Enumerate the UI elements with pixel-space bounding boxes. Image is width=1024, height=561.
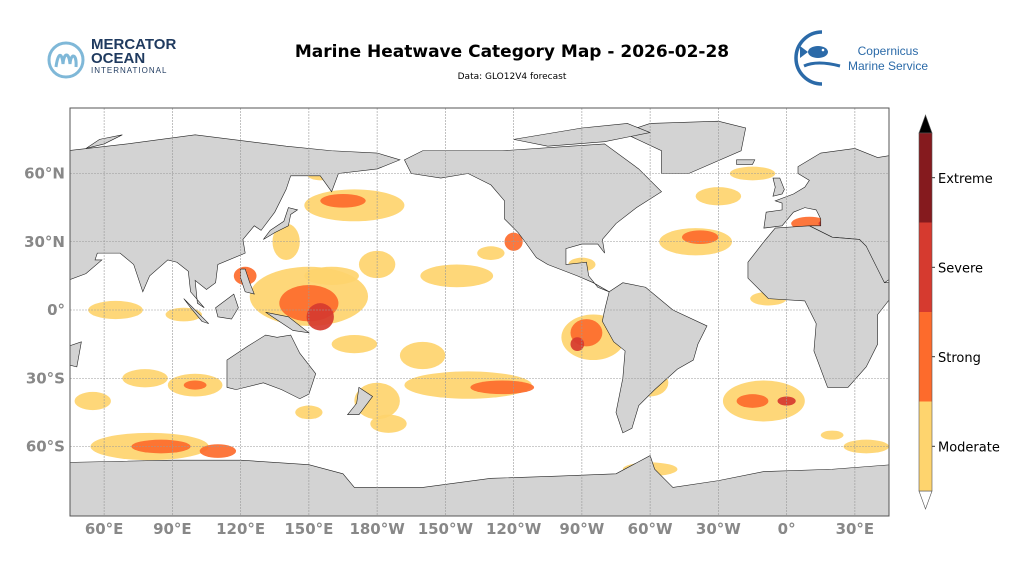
lat-tick-label: 60°N (24, 165, 65, 183)
lon-tick-label: 30°W (696, 520, 741, 538)
lon-tick-label: 90°E (153, 520, 192, 538)
mercator-m-icon (47, 41, 85, 79)
heatwave-patch-strong (681, 230, 719, 245)
mercator-ocean-logo: MERCATOR OCEAN INTERNATIONAL (46, 36, 196, 83)
colorbar-label: Extreme (938, 172, 993, 187)
heatwave-patch-moderate (820, 430, 844, 440)
colorbar-label: Strong (938, 351, 981, 366)
heatwave-patch-strong (183, 380, 207, 390)
land-iceland (736, 159, 756, 165)
lon-tick-label: 60°E (85, 520, 124, 538)
lat-tick-label: 30°N (24, 233, 65, 251)
copernicus-logo: Copernicus Marine Service (792, 30, 942, 86)
heatwave-patch-moderate (477, 246, 505, 260)
land-africa (747, 225, 889, 388)
heatwave-patch-severe (306, 303, 334, 331)
land-layer (70, 120, 889, 516)
land-newguinea (265, 311, 310, 334)
mercator-line1: MERCATOR (91, 36, 177, 53)
heatwave-patch-strong (199, 444, 237, 458)
copernicus-line2: Marine Service (847, 59, 929, 73)
heatwave-patch-strong (470, 380, 535, 395)
heatwave-patch-moderate (370, 414, 407, 433)
lat-tick-label: 30°S (26, 369, 65, 387)
lat-tick-label: 0° (47, 301, 65, 319)
land-antarctica (70, 455, 889, 516)
gridlines (70, 108, 889, 516)
heatwave-patch-strong (736, 394, 769, 408)
heatwave-patch-moderate (74, 391, 111, 411)
lon-tick-label: 150°W (418, 520, 474, 538)
colorbar-extend-min (918, 490, 933, 510)
land-samerica (602, 282, 708, 434)
colorbar-outline (918, 132, 933, 492)
colorbar-extend-max (918, 114, 933, 134)
heatwave-patch-moderate (165, 307, 202, 322)
lon-tick-label: 90°W (559, 520, 604, 538)
map-frame (69, 107, 890, 517)
land-europe (763, 148, 889, 284)
lon-tick-label: 150°E (284, 520, 333, 538)
lon-tick-label: 120°E (216, 520, 265, 538)
fish-icon (794, 30, 841, 86)
land-philippines (240, 268, 255, 295)
land-nz (346, 386, 374, 415)
copernicus-line1: Copernicus (857, 44, 919, 58)
land-sumatra (183, 298, 209, 324)
land-madagascar (70, 341, 82, 368)
heatwave-patch-moderate (331, 335, 378, 354)
heatwave-patch-moderate (420, 264, 494, 288)
colorbar-swatch-strong (919, 312, 932, 402)
heatwave-patch-moderate (399, 341, 446, 370)
lon-tick-label: 0° (778, 520, 796, 538)
mercator-line3: INTERNATIONAL (91, 66, 168, 75)
lon-tick-label: 180°W (349, 520, 405, 538)
map-title: Marine Heatwave Category Map - 2026-02-2… (294, 42, 730, 62)
land-asia (70, 134, 401, 308)
colorbar-label: Moderate (938, 440, 1000, 455)
land-uk (772, 177, 785, 197)
heatwave-patch-strong (320, 193, 366, 208)
heatwave-patch-moderate (304, 266, 359, 285)
map-subtitle: Data: GLO12V4 forecast (457, 72, 567, 82)
colorbar-label: Severe (938, 261, 983, 276)
land-japan (263, 207, 299, 240)
colorbar-swatch-severe (919, 222, 932, 312)
colorbar-swatch-extreme (919, 133, 932, 223)
colorbar-swatch-moderate (919, 401, 932, 491)
lon-tick-label: 60°W (628, 520, 673, 538)
lon-tick-label: 30°E (836, 520, 875, 538)
colorbar: Moderate Strong Severe Extreme (918, 114, 1000, 510)
lat-tick-label: 60°S (26, 438, 65, 456)
heatwave-patch-severe (570, 337, 585, 351)
mercator-line2: OCEAN (91, 50, 146, 67)
land-borneo (215, 293, 239, 320)
lon-tick-label: 120°W (486, 520, 542, 538)
land-namerica (404, 143, 662, 293)
